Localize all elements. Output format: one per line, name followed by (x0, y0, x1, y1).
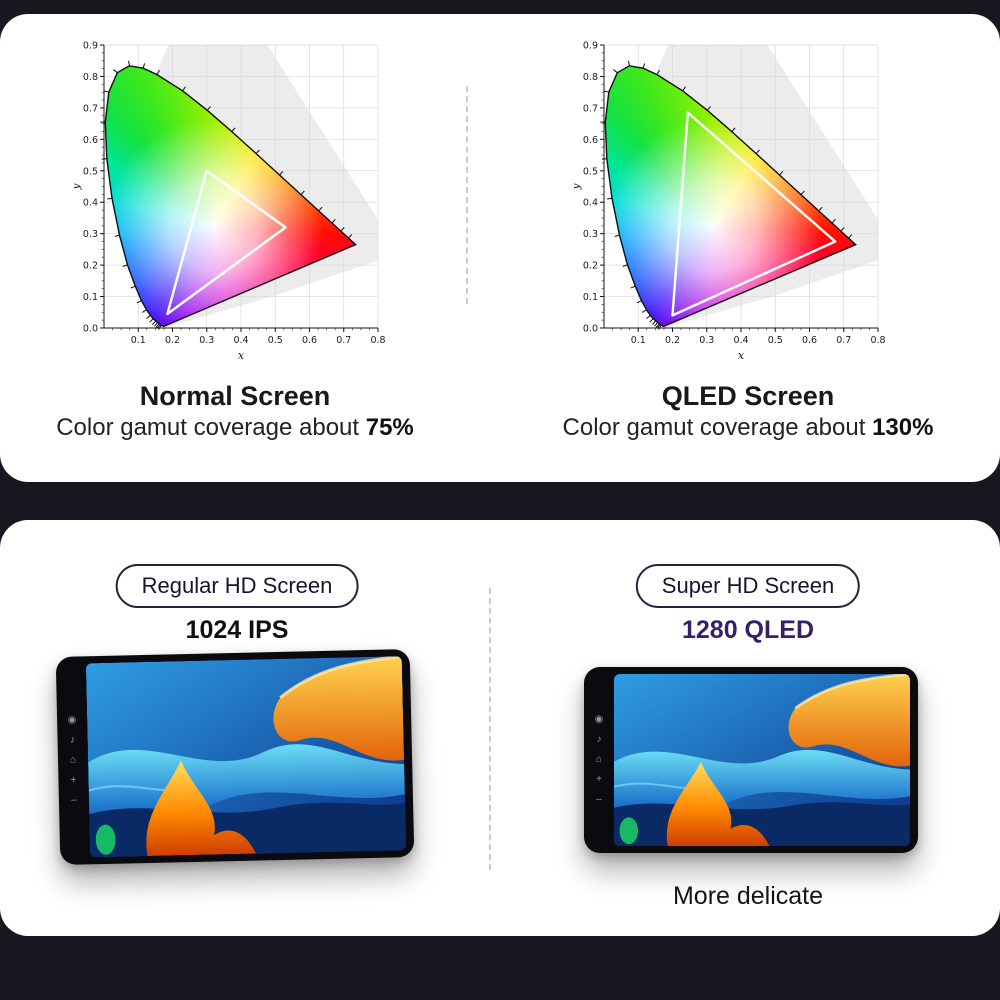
svg-text:0.1: 0.1 (583, 292, 598, 303)
dashed-divider-top (466, 86, 468, 304)
qled-coverage-text: Color gamut coverage about 130% (488, 414, 1000, 442)
svg-text:0.8: 0.8 (870, 335, 885, 346)
wallpaper-art (86, 656, 406, 857)
svg-text:0.5: 0.5 (768, 335, 783, 346)
svg-text:0.7: 0.7 (83, 103, 98, 114)
svg-text:0.4: 0.4 (583, 198, 598, 209)
screen-resolution-comparison-panel: Regular HD Screen Super HD Screen 1024 I… (0, 520, 1000, 936)
svg-text:0.6: 0.6 (302, 335, 317, 346)
svg-text:0.3: 0.3 (699, 335, 714, 346)
svg-text:0.2: 0.2 (165, 335, 180, 346)
power-icon: ◉ (594, 714, 604, 725)
svg-text:0.1: 0.1 (131, 335, 146, 346)
power-icon: ◉ (67, 714, 77, 726)
bezel-icon-column: ◉ ♪ ⌂ + – (584, 667, 614, 853)
coverage-prefix: Color gamut coverage about (56, 414, 360, 441)
svg-text:0.1: 0.1 (631, 335, 646, 346)
svg-text:0.5: 0.5 (83, 166, 98, 177)
device-screen-super (614, 674, 910, 846)
svg-text:0.7: 0.7 (836, 335, 851, 346)
wallpaper-art (614, 674, 910, 846)
volume-up-icon: + (596, 774, 602, 785)
coverage-value: 130% (872, 414, 934, 441)
device-screen-regular (85, 656, 407, 858)
volume-down-icon: – (71, 794, 77, 806)
svg-text:0.2: 0.2 (665, 335, 680, 346)
music-icon: ♪ (596, 734, 602, 745)
svg-text:0.1: 0.1 (83, 292, 98, 303)
color-gamut-comparison-panel: 0.1 0.2 0.3 0.4 0.5 0.6 0.7 0.8 0.0 0.1 0.2 0.3 0.4 0… (0, 14, 1000, 482)
svg-text:0.2: 0.2 (583, 261, 598, 272)
home-icon: ⌂ (595, 754, 603, 765)
qled-screen-title: QLED Screen (661, 381, 835, 411)
home-icon: ⌂ (69, 754, 77, 766)
svg-text:0.4: 0.4 (233, 335, 248, 346)
music-icon: ♪ (69, 734, 76, 746)
svg-text:x: x (738, 349, 745, 362)
spec-1024-ips: 1024 IPS (185, 616, 289, 644)
svg-text:0.8: 0.8 (370, 335, 385, 346)
bezel-icon-column: ◉ ♪ ⌂ + – (56, 656, 91, 865)
super-hd-badge: Super HD Screen (635, 564, 861, 608)
svg-text:0.5: 0.5 (268, 335, 283, 346)
svg-text:0.8: 0.8 (583, 72, 598, 83)
svg-text:0.9: 0.9 (83, 41, 98, 52)
chromaticity-diagram-normal: 0.1 0.2 0.3 0.4 0.5 0.6 0.7 0.8 0.0 0.1 0.2 0.3 0.4 0… (74, 37, 394, 377)
svg-text:0.3: 0.3 (199, 335, 214, 346)
svg-text:0.0: 0.0 (83, 324, 98, 335)
svg-text:y: y (574, 183, 582, 191)
car-stereo-display-right: ◉ ♪ ⌂ + – (584, 667, 918, 853)
svg-text:0.6: 0.6 (802, 335, 817, 346)
car-stereo-display-left: ◉ ♪ ⌂ + – (55, 649, 415, 865)
normal-coverage-text: Color gamut coverage about 75% (0, 414, 495, 442)
coverage-prefix: Color gamut coverage about (562, 414, 866, 441)
normal-screen-title: Normal Screen (139, 381, 331, 411)
svg-text:0.2: 0.2 (83, 261, 98, 272)
svg-text:0.5: 0.5 (583, 166, 598, 177)
svg-text:0.3: 0.3 (83, 229, 98, 240)
dashed-divider-bottom (489, 588, 491, 870)
svg-text:0.7: 0.7 (336, 335, 351, 346)
svg-text:0.4: 0.4 (83, 198, 98, 209)
volume-down-icon: – (596, 794, 602, 805)
more-delicate-caption: More delicate (672, 882, 824, 910)
coverage-value: 75% (365, 414, 414, 441)
svg-text:0.4: 0.4 (733, 335, 748, 346)
svg-text:0.7: 0.7 (583, 103, 598, 114)
volume-up-icon: + (70, 774, 77, 786)
svg-text:y: y (74, 183, 82, 191)
svg-text:0.6: 0.6 (583, 135, 598, 146)
svg-text:0.6: 0.6 (83, 135, 98, 146)
chromaticity-diagram-qled: 0.1 0.2 0.3 0.4 0.5 0.6 0.7 0.8 0.0 0.1 0.2 0.3 0.4 0… (574, 37, 894, 377)
svg-text:0.8: 0.8 (83, 72, 98, 83)
svg-text:0.9: 0.9 (583, 41, 598, 52)
svg-text:0.3: 0.3 (583, 229, 598, 240)
svg-text:x: x (238, 349, 245, 362)
spec-1280-qled: 1280 QLED (681, 616, 815, 644)
svg-text:0.0: 0.0 (583, 324, 598, 335)
regular-hd-badge: Regular HD Screen (115, 564, 359, 608)
